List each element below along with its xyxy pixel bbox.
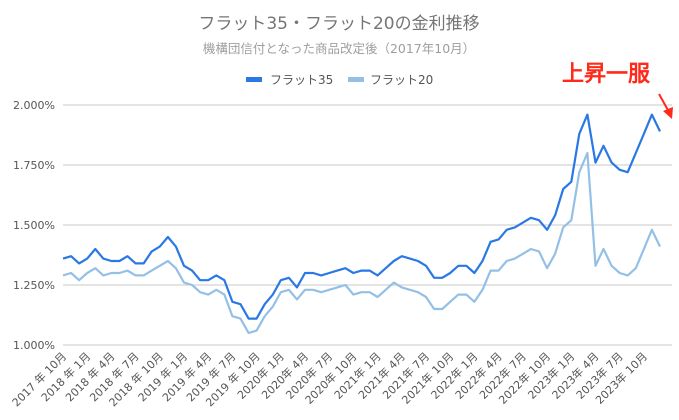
y-tick-label: 2.000% [13, 99, 55, 112]
annotation-arrow [658, 93, 673, 119]
y-tick-label: 1.000% [13, 339, 55, 352]
series-line-flat20 [62, 151, 661, 335]
chart-title: フラット35・フラット20の金利推移 [198, 14, 479, 34]
legend-label-flat20: フラット20 [370, 73, 433, 87]
legend: フラット35 フラット20 [246, 73, 433, 87]
series-line-flat35 [62, 113, 661, 320]
annotation-text: 上昇一服 [562, 62, 651, 87]
legend-swatch-flat35 [246, 77, 262, 82]
chart-subtitle: 機構団信付となった商品改定後（2017年10月） [203, 41, 475, 56]
legend-swatch-flat20 [348, 77, 364, 82]
legend-label-flat35: フラット35 [270, 73, 333, 87]
y-tick-label: 1.250% [13, 279, 55, 292]
y-tick-label: 1.500% [13, 219, 55, 232]
y-tick-label: 1.750% [13, 159, 55, 172]
